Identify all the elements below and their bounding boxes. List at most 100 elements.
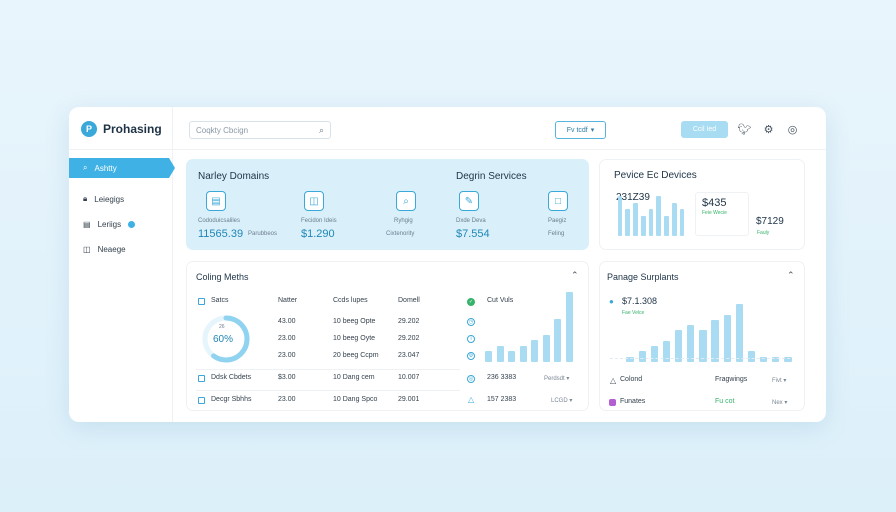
devices-value: 231Z39 (616, 192, 650, 203)
checkbox[interactable] (198, 298, 205, 305)
surplus-row-label: Colond (620, 376, 643, 383)
table-cell: 10 beeg Opte (333, 318, 376, 325)
chart-bar (617, 196, 623, 236)
stat-value: $1.290 (301, 228, 335, 240)
stat-note: Parubbeos (248, 231, 278, 237)
checkbox[interactable] (198, 397, 205, 404)
column-header: Ccds lupes (333, 297, 368, 304)
chart-bar (656, 196, 662, 236)
devices-title: Pevice Ec Devices (614, 170, 697, 181)
stat-label: Cododuicsaliles (198, 218, 241, 224)
chart-bar (664, 216, 669, 236)
gauge-label: 26 (219, 324, 225, 330)
chevron-up-icon[interactable]: ⌃ (571, 270, 579, 280)
methods-bar-chart (483, 292, 575, 362)
methods-title: Coling Meths (196, 272, 249, 282)
alert-icon: △ (468, 395, 475, 404)
chart-bar (735, 304, 743, 362)
table-cell: 23.047 (398, 352, 420, 359)
sidebar-item-ashtty[interactable]: ⌕ Ashtty (69, 158, 175, 178)
chart-bar (508, 351, 516, 362)
lock-icon: 🔒︎ (83, 194, 88, 203)
surplus-value-note: Fae Velce (622, 310, 645, 316)
chart-bar (633, 202, 638, 236)
drop-icon: ● (609, 297, 614, 306)
brand[interactable]: P Prohasing (81, 121, 162, 137)
row-select-label: Fivt (772, 378, 782, 384)
chart-bar (626, 356, 634, 362)
row-divider (196, 369, 460, 370)
surplus-bar-chart (624, 304, 794, 362)
column-header: Natter (278, 297, 298, 304)
chart-bar (675, 330, 683, 362)
sidebar-item-leriigs[interactable]: ▤ Leriigs (69, 214, 172, 234)
gear-icon[interactable]: ⚙ (763, 124, 774, 136)
chart-bar (699, 330, 707, 362)
table-cell: Ddsk Cbdets (211, 374, 252, 381)
header-action-button[interactable]: Ccil Ied (681, 121, 728, 138)
table-cell: 29.001 (398, 396, 420, 403)
devices-value-3: $7129 (756, 216, 784, 227)
table-cell: 23.00 (278, 335, 296, 342)
chart-bar (747, 351, 756, 362)
table-cell: 23.00 (278, 396, 296, 403)
search-icon: ⌕ (83, 163, 88, 172)
devices-card-note: Feie Wecie (702, 210, 727, 216)
chart-bar (640, 216, 646, 236)
chart-bar (723, 314, 731, 362)
search-placeholder: Coqkty Cbcign (196, 125, 249, 135)
stat-value: 11565.39 (198, 228, 244, 240)
gauge-value: 60% (213, 334, 234, 345)
filter-select[interactable]: Fv tcdf ▾ (555, 121, 606, 139)
column-header: Satcs (211, 297, 229, 304)
stat-label: Ryhgig (394, 218, 413, 224)
bird-icon[interactable]: 🐦︎ (737, 124, 752, 136)
row-divider (196, 390, 460, 391)
row-select-label: LCGD (551, 398, 568, 404)
chevron-down-icon: ▾ (590, 127, 595, 134)
row-select-label: Nex (772, 400, 783, 406)
table-cell: 29.202 (398, 335, 420, 342)
right-value: 236 3383 (487, 374, 517, 381)
table-cell: 23.00 (278, 352, 296, 359)
surplus-value: $7.1.308 (622, 296, 658, 306)
stat-label: Dxde Deva (456, 218, 486, 224)
stat-label: Paegiz (548, 218, 567, 224)
column-header: Domell (398, 297, 420, 304)
clock-icon: ◷ (467, 318, 475, 326)
chevron-up-icon[interactable]: ⌃ (787, 270, 795, 280)
row-select[interactable]: LCGD ▾ (551, 398, 573, 404)
sidebar-item-label: Neaege (97, 244, 126, 254)
search-icon: ⌕ (396, 191, 416, 211)
row-select[interactable]: Perdsdt ▾ (544, 376, 570, 382)
chart-bar (554, 318, 562, 362)
services-title: Degrin Services (456, 171, 527, 182)
chart-bar (784, 356, 792, 362)
settings-icon: ⚙ (467, 352, 475, 360)
chart-bar (519, 345, 527, 362)
chart-bar (565, 292, 573, 362)
table-cell: 20 beeg Ccpm (333, 352, 379, 359)
doc-icon: ▤ (83, 219, 91, 229)
purple-tag-icon (609, 399, 616, 406)
checkbox[interactable] (198, 375, 205, 382)
chart-bar (625, 209, 630, 236)
row-select[interactable]: Nex ▾ (772, 400, 788, 406)
table-cell: Decgr Sbhhs (211, 396, 252, 403)
table-cell: 29.202 (398, 318, 420, 325)
sidebar-item-neaege[interactable]: ◫ Neaege (69, 239, 172, 259)
bag-icon: ◫ (83, 244, 91, 254)
table-cell: $3.00 (278, 374, 296, 381)
devices-bar-chart (616, 196, 686, 236)
search-icon: ⌕ (318, 124, 324, 135)
header-divider (69, 149, 826, 150)
search-input[interactable]: Coqkty Cbcign ⌕ (189, 121, 331, 139)
table-cell: 10 Dang Spco (333, 396, 378, 403)
right-value: 157 2383 (487, 396, 517, 403)
sidebar-item-leiegigs[interactable]: 🔒︎ Leiegigs (69, 189, 172, 209)
globe-icon[interactable]: ◎ (787, 124, 798, 136)
chart-bar (638, 351, 646, 362)
chart-icon: ▤ (206, 191, 226, 211)
table-cell: 10 beeg Oyte (333, 335, 376, 342)
row-select[interactable]: Fivt ▾ (772, 378, 787, 384)
